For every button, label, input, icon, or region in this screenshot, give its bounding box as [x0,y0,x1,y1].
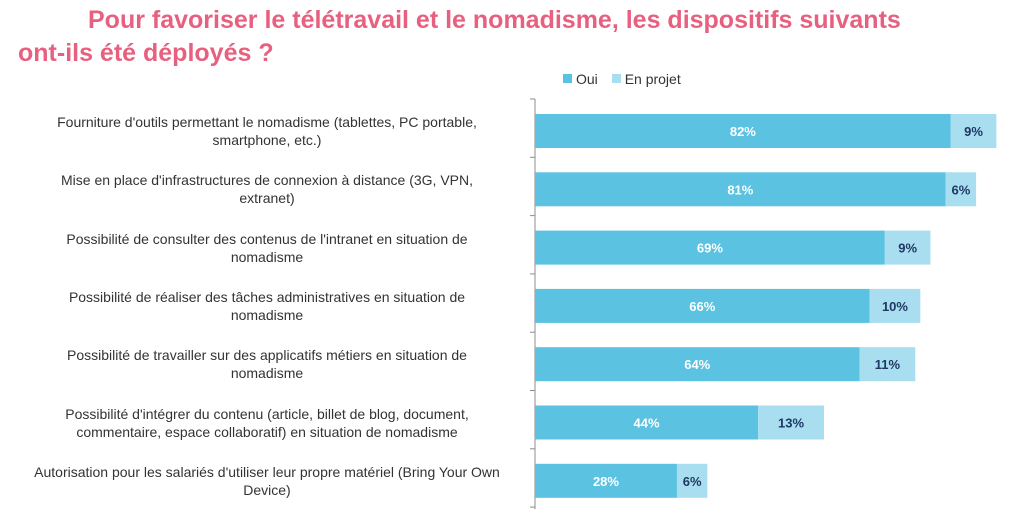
category-label-1: Fourniture d'outils permettant le nomadi… [7,113,527,149]
category-label-line: nomadisme [230,365,304,382]
data-label-oui-5: 64% [684,357,710,372]
category-label-line: commentaire, espace collaboratif) en sit… [76,423,458,440]
chart-legend: Oui En projet [563,70,691,87]
chart-title-line-1: Pour favoriser le télétravail et le noma… [88,6,901,34]
data-label-en-projet-6: 13% [778,416,804,431]
data-label-en-projet-5: 11% [875,357,901,372]
bar-en-projet-5 [859,347,916,382]
category-label-line: Fourniture d'outils permettant le nomadi… [57,114,477,130]
category-label-4: Possibilité de réaliser des tâches admin… [7,288,527,324]
category-label-line: Autorisation pour les salariés d'utilise… [34,463,500,480]
bar-en-projet-4 [869,288,921,323]
data-label-oui-4: 66% [689,299,715,314]
chart-title-line-2: ont-ils été déployés ? [18,39,274,67]
data-label-en-projet-1: 9% [964,124,983,139]
category-label-line: Possibilité de travailler sur des applic… [67,347,467,364]
bar-en-projet-3 [884,230,931,265]
chart-title: Pour favoriser le télétravail et le noma… [18,4,1008,70]
category-label-7: Autorisation pour les salariés d'utilise… [7,463,527,499]
category-label-line: Possibilité de consulter des contenus de… [66,230,468,247]
category-label-line: smartphone, etc.) [212,132,322,148]
bar-en-projet-6 [758,405,824,440]
category-label-line: Mise en place d'infrastructures de conne… [61,172,473,189]
bar-oui-4 [535,288,870,323]
bar-oui-7 [535,463,677,498]
category-label-2: Mise en place d'infrastructures de conne… [7,171,527,207]
data-label-en-projet-4: 10% [882,299,908,314]
bar-oui-1 [535,114,951,148]
legend-label-oui: Oui [576,70,598,87]
bar-oui-6 [535,405,759,440]
bar-oui-5 [535,347,860,382]
data-label-en-projet-7: 6% [683,474,702,489]
data-label-en-projet-3: 9% [898,241,917,256]
category-label-5: Possibilité de travailler sur des applic… [7,346,527,382]
category-label-line: Possibilité de réaliser des tâches admin… [68,288,466,305]
category-label-line: Device) [243,481,291,498]
bar-en-projet-2 [945,172,977,207]
bar-en-projet-7 [676,463,708,498]
category-label-line: nomadisme [230,248,304,265]
category-label-line: extranet) [239,190,295,207]
category-label-3: Possibilité de consulter des contenus de… [7,230,527,266]
category-label-line: nomadisme [230,306,304,323]
data-label-oui-7: 28% [593,474,619,489]
data-label-en-projet-2: 6% [951,182,970,197]
data-label-oui-6: 44% [634,416,660,431]
data-label-oui-2: 81% [727,182,753,197]
data-label-oui-3: 69% [697,241,723,256]
bar-oui-2 [535,172,946,207]
data-label-oui-1: 82% [730,124,756,139]
bar-oui-3 [535,230,885,265]
legend-label-en-projet: En projet [624,70,681,87]
category-label-line: Possibilité d'intégrer du contenu (artic… [65,405,469,422]
legend-item-oui: Oui [563,71,598,87]
legend-swatch-oui [563,74,572,83]
legend-swatch-en-projet [611,74,621,83]
bar-en-projet-1 [950,114,997,148]
legend-item-en-projet: En projet [611,70,681,87]
category-label-6: Possibilité d'intégrer du contenu (artic… [7,405,527,441]
